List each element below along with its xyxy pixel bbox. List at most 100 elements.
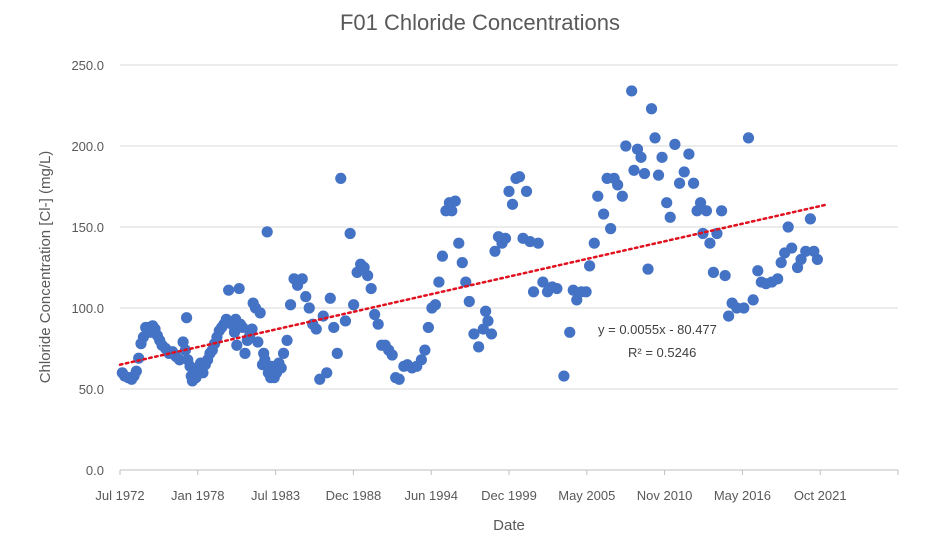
data-point <box>261 226 273 238</box>
data-point <box>331 347 343 359</box>
data-point <box>365 282 377 295</box>
data-point <box>386 349 398 361</box>
data-point <box>694 197 707 209</box>
data-point <box>499 232 512 244</box>
x-tick-label: Oct 2021 <box>794 488 847 503</box>
data-point <box>233 282 245 295</box>
x-tick-label: May 2005 <box>558 488 615 503</box>
data-point <box>795 253 807 265</box>
x-tick-labels: Jul 1972 Jan 1978 Jul 1983 Dec 1988 Jun 1994… <box>95 470 899 503</box>
x-tick-label: Jun 1994 <box>404 488 458 503</box>
x-tick-label: Jan 1978 <box>171 488 225 503</box>
data-point <box>180 312 193 324</box>
data-point <box>277 347 290 359</box>
y-axis-title: Chloride Concentration [Cl-] (mg/L) <box>37 151 54 384</box>
data-point <box>468 328 480 340</box>
data-point <box>254 307 266 319</box>
data-point <box>704 237 716 249</box>
data-point <box>453 237 465 249</box>
data-point <box>656 151 668 163</box>
data-point <box>369 308 381 321</box>
data-point <box>811 253 823 265</box>
data-point <box>130 365 142 377</box>
data-point <box>558 370 570 382</box>
data-point <box>649 132 661 144</box>
data-point <box>635 151 647 163</box>
data-point <box>246 323 258 335</box>
data-point <box>513 171 526 183</box>
data-point <box>415 354 427 366</box>
data-point <box>477 323 489 335</box>
x-tick-label: Dec 1988 <box>326 488 382 503</box>
data-point <box>310 323 322 335</box>
data-point <box>489 245 501 257</box>
data-point <box>460 276 472 288</box>
trendline-r-squared: R² = 0.5246 <box>628 345 696 360</box>
data-point <box>372 318 384 330</box>
data-point <box>344 227 356 240</box>
gridlines <box>120 64 898 471</box>
data-point <box>296 273 308 285</box>
data-point <box>449 195 461 207</box>
data-point <box>752 265 764 277</box>
chart-title: F01 Chloride Concentrations <box>340 10 620 35</box>
data-point <box>275 362 287 374</box>
data-point <box>482 315 494 327</box>
data-point <box>673 177 686 189</box>
data-point <box>638 167 651 180</box>
x-axis-title: Date <box>493 517 525 534</box>
data-point <box>239 347 251 359</box>
data-point <box>742 132 755 144</box>
data-point <box>564 326 576 338</box>
data-point <box>645 103 658 115</box>
data-point <box>747 294 759 306</box>
x-tick-label: Jul 1983 <box>251 488 300 503</box>
data-point <box>393 373 405 385</box>
y-tick-label: 0.0 <box>86 463 104 478</box>
data-point <box>719 270 731 282</box>
data-point <box>527 286 540 298</box>
x-tick-label: Nov 2010 <box>637 488 693 503</box>
data-point <box>433 276 445 288</box>
data-point <box>228 326 241 338</box>
data-point <box>786 242 798 254</box>
y-tick-label: 150.0 <box>71 220 104 235</box>
data-point <box>503 185 515 197</box>
data-point <box>661 197 673 209</box>
data-point <box>223 284 235 296</box>
data-point <box>626 85 638 97</box>
data-point <box>683 148 695 160</box>
data-point <box>782 221 794 233</box>
y-tick-label: 100.0 <box>71 301 104 316</box>
data-point <box>707 266 720 278</box>
data-point <box>628 164 640 176</box>
data-point <box>429 299 442 311</box>
data-point <box>620 140 632 152</box>
data-point <box>642 263 654 275</box>
data-point <box>605 223 617 235</box>
data-point <box>473 341 485 353</box>
data-point <box>775 257 787 269</box>
data-point <box>716 205 728 217</box>
data-point <box>804 213 816 225</box>
x-tick-label: May 2016 <box>714 488 771 503</box>
data-point <box>506 198 519 210</box>
data-point <box>300 291 312 303</box>
data-point <box>616 190 628 202</box>
data-point <box>800 245 812 257</box>
y-tick-labels: 0.0 50.0 100.0 150.0 200.0 250.0 <box>71 58 104 478</box>
data-point <box>422 321 434 334</box>
data-point <box>772 273 784 285</box>
x-tick-label: Jul 1972 <box>95 488 144 503</box>
data-point <box>592 190 604 202</box>
data-point <box>237 321 249 334</box>
data-point <box>588 237 600 249</box>
data-point <box>687 177 700 189</box>
data-point <box>463 295 475 308</box>
trendline <box>118 203 830 366</box>
data-point <box>700 205 713 217</box>
data-point <box>328 321 340 334</box>
data-point <box>612 179 624 191</box>
data-point <box>303 302 315 314</box>
data-point <box>584 260 596 272</box>
